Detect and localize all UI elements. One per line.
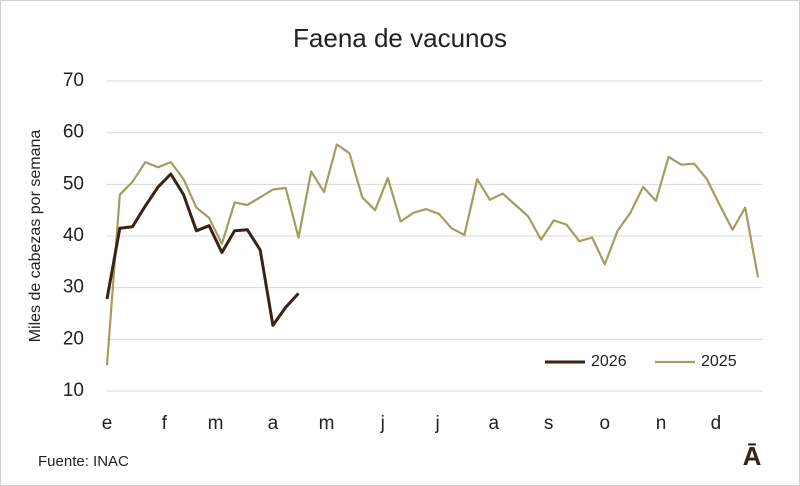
y-axis-label: Miles de cabezas por semana	[27, 130, 44, 343]
x-tick-label: d	[711, 413, 722, 434]
x-tick-label: o	[600, 413, 611, 434]
y-tick-label: 70	[63, 70, 84, 91]
x-tick-label: s	[544, 413, 554, 434]
x-tick-label: j	[380, 413, 385, 434]
x-tick-label: f	[162, 413, 168, 434]
series-line	[105, 143, 760, 366]
x-tick-label: e	[102, 413, 113, 434]
x-tick-label: a	[488, 413, 499, 434]
x-tick-label: m	[208, 413, 224, 434]
y-tick-label: 20	[63, 328, 84, 349]
legend-label: 2026	[591, 353, 627, 370]
x-tick-label: j	[434, 413, 439, 434]
source: Fuente: INAC	[38, 453, 129, 470]
x-tick-label: n	[656, 413, 667, 434]
y-tick-label: 60	[63, 122, 84, 143]
y-tick-label: 40	[63, 225, 84, 246]
chart-title: Faena de vacunos	[293, 23, 507, 53]
y-tick-label: 30	[63, 277, 84, 298]
y-tick-label: 50	[63, 173, 84, 194]
x-tick-label: m	[319, 413, 335, 434]
x-tick-label: a	[268, 413, 279, 434]
series-line	[105, 172, 300, 327]
logo: Ā	[743, 441, 762, 471]
y-tick-label: 10	[63, 380, 84, 401]
legend-label: 2025	[701, 353, 737, 370]
